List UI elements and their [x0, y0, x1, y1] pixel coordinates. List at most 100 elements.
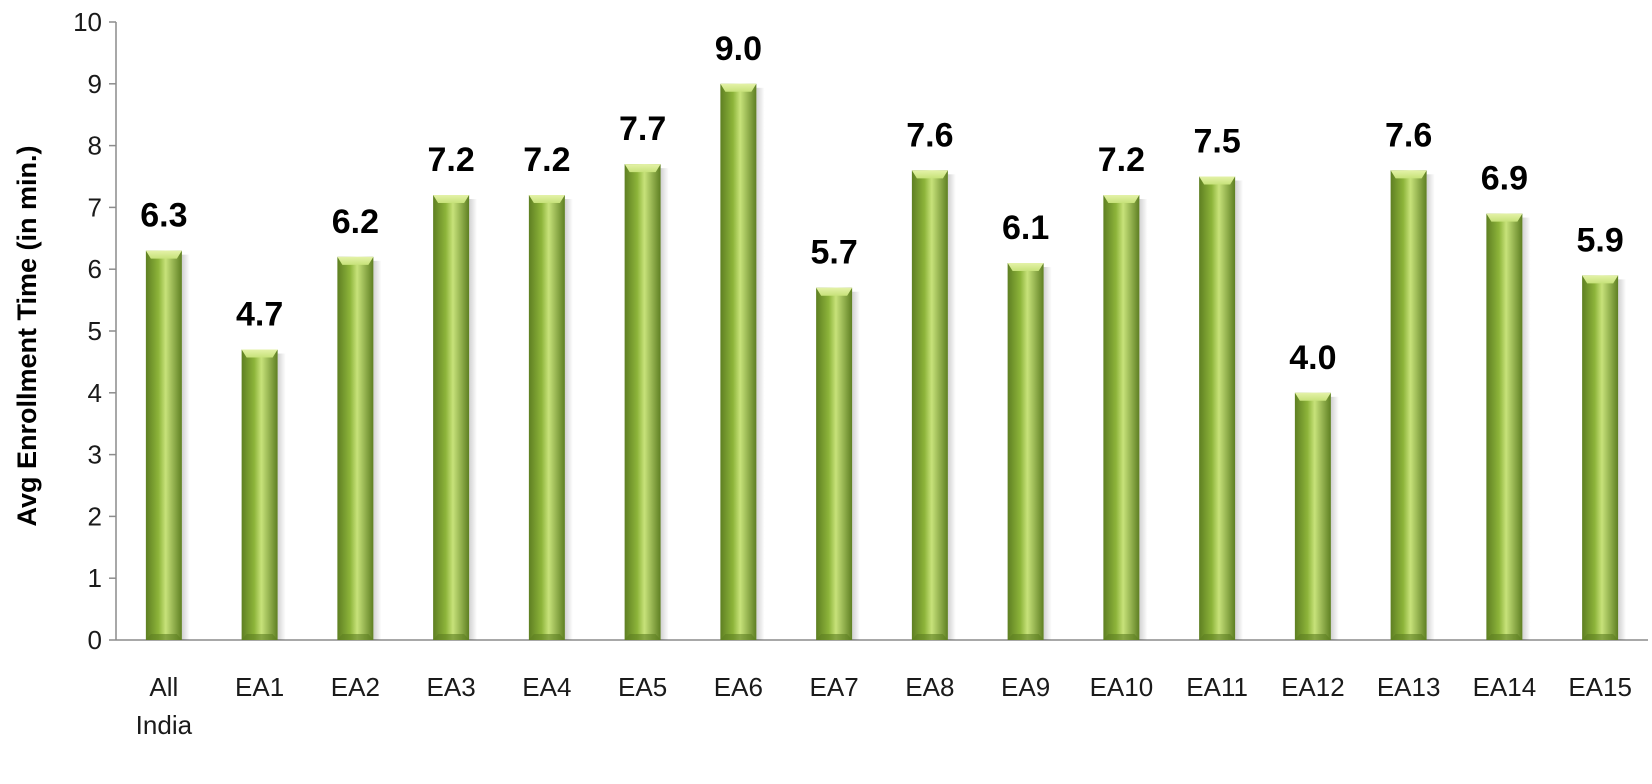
y-ticks: 0 1 2 3 4 5 6 7 8 9 10: [73, 7, 116, 655]
y-tick-label: 2: [88, 501, 102, 531]
bar-bevel: [720, 83, 757, 92]
bar-bevel-bottom: [816, 634, 853, 640]
x-category-label: EA9: [1001, 672, 1050, 702]
bar-bevel: [337, 256, 374, 265]
y-tick-label: 7: [88, 192, 102, 222]
bar-bevel: [241, 349, 278, 358]
bar-body: [1199, 176, 1236, 640]
bar: [911, 170, 956, 640]
bar-bevel: [911, 170, 948, 179]
x-category-label-line: EA7: [810, 672, 859, 702]
bar-bevel-bottom: [1007, 634, 1044, 640]
bar-shadow: [1426, 174, 1435, 640]
x-category-label-line: EA9: [1001, 672, 1050, 702]
x-category-label-line: All: [149, 672, 178, 702]
y-tick-label: 4: [88, 378, 102, 408]
bar-body: [528, 195, 565, 641]
bar-shadow: [852, 291, 861, 640]
bar-value-label: 6.2: [332, 203, 379, 241]
x-category-label: EA10: [1090, 672, 1154, 702]
bar-value-label: 9.0: [715, 30, 762, 68]
x-category-label: EA4: [522, 672, 571, 702]
bar: [1390, 170, 1435, 640]
bar-value-label: 6.9: [1481, 160, 1528, 198]
bar-value-label: 4.7: [236, 296, 283, 334]
y-tick-label: 10: [73, 7, 102, 37]
y-tick-label: 6: [88, 254, 102, 284]
bar: [528, 195, 573, 641]
bar-value-label: 4.0: [1289, 339, 1336, 377]
x-category-label: EA7: [810, 672, 859, 702]
bar-bevel: [1103, 195, 1140, 204]
bar-bevel-bottom: [337, 634, 374, 640]
x-category-label: EA14: [1473, 672, 1537, 702]
bar-value-label: 7.6: [1385, 116, 1432, 154]
bar-body: [1486, 213, 1523, 640]
bar-bevel: [1199, 176, 1236, 185]
bar-shadow: [1330, 396, 1339, 640]
bar-body: [433, 195, 470, 641]
bar-bevel: [816, 287, 853, 296]
category-labels: All India EA1 EA2 EA3 EA4 EA5 EA6 EA7 EA8 EA9 EA10 E…: [136, 672, 1632, 740]
x-category-label: All India: [136, 672, 193, 740]
bar-bevel: [1486, 213, 1523, 222]
x-category-label: EA11: [1186, 672, 1248, 702]
x-category-label-line: EA12: [1281, 672, 1345, 702]
bar-bevel-bottom: [241, 634, 278, 640]
bar: [816, 287, 861, 640]
bar-shadow: [756, 87, 765, 641]
bar-shadow: [564, 199, 573, 641]
bars: [145, 83, 1627, 641]
bar-bevel-bottom: [1199, 634, 1236, 640]
bar-shadow: [1139, 199, 1148, 641]
x-category-label-line: EA4: [522, 672, 571, 702]
bar-bevel-bottom: [528, 634, 565, 640]
bar-bevel: [528, 195, 565, 204]
bar-value-label: 7.2: [427, 141, 474, 179]
bar-body: [241, 349, 278, 640]
bar-value-label: 7.5: [1193, 123, 1240, 161]
bar-shadow: [373, 260, 382, 640]
bar-body: [816, 287, 853, 640]
bar-bevel: [1294, 392, 1331, 401]
y-tick-label: 5: [88, 316, 102, 346]
bar-bevel: [1007, 263, 1044, 272]
bar: [720, 83, 765, 641]
bar-shadow: [277, 353, 286, 640]
x-category-label: EA6: [714, 672, 763, 702]
x-category-label-line: EA11: [1186, 672, 1248, 702]
bar-bevel: [624, 164, 661, 173]
bar-bevel-bottom: [1486, 634, 1523, 640]
bar: [1199, 176, 1244, 640]
x-category-label-line: EA13: [1377, 672, 1441, 702]
bar-bevel-bottom: [1103, 634, 1140, 640]
bar-body: [1390, 170, 1427, 640]
bar-body: [624, 164, 661, 640]
y-tick-label: 0: [88, 625, 102, 655]
bar: [241, 349, 286, 640]
bar: [624, 164, 669, 640]
bar-bevel-bottom: [1390, 634, 1427, 640]
bar-value-label: 5.9: [1576, 221, 1623, 259]
bar-bevel-bottom: [624, 634, 661, 640]
bar-value-label: 6.3: [140, 197, 187, 235]
bar-value-label: 6.1: [1002, 209, 1049, 247]
x-category-label-line: EA10: [1090, 672, 1154, 702]
y-tick-label: 8: [88, 131, 102, 161]
bar-bevel: [1582, 275, 1619, 284]
bar-bevel-bottom: [911, 634, 948, 640]
bar-body: [911, 170, 948, 640]
x-category-label-line: EA2: [331, 672, 380, 702]
bar-shadow: [947, 174, 956, 640]
bar: [337, 256, 382, 640]
bar-bevel-bottom: [433, 634, 470, 640]
x-category-label-line: EA15: [1568, 672, 1632, 702]
bar-bevel-bottom: [145, 634, 182, 640]
x-category-label: EA1: [235, 672, 284, 702]
bar: [1486, 213, 1531, 640]
bar: [1582, 275, 1627, 640]
bar-shadow: [1618, 279, 1627, 640]
y-tick-label: 3: [88, 440, 102, 470]
